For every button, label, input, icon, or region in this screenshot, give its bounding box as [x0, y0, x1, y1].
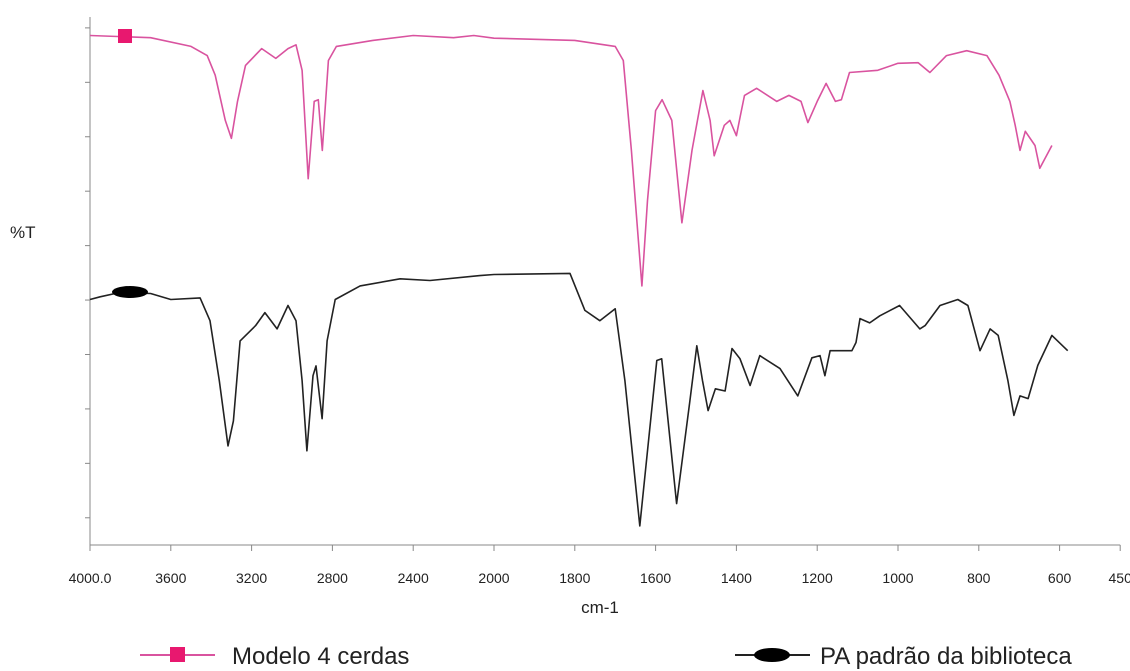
- x-axis-label: cm-1: [581, 598, 619, 617]
- x-tick-label: 1000: [882, 570, 913, 586]
- legend-marker: [754, 648, 790, 662]
- y-axis-label: %T: [10, 223, 36, 242]
- legend-marker: [170, 647, 185, 662]
- series-line: [89, 272, 1069, 527]
- x-tick-label: 2000: [478, 570, 509, 586]
- series-marker: [112, 286, 148, 298]
- series-line: [89, 34, 1053, 287]
- x-tick-label: 4000.0: [69, 570, 112, 586]
- x-tick-label: 2400: [398, 570, 429, 586]
- x-tick-label: 800: [967, 570, 991, 586]
- x-tick-label: 450: [1109, 570, 1130, 586]
- x-tick-label: 1600: [640, 570, 671, 586]
- legend: Modelo 4 cerdas PA padrão da biblioteca: [140, 643, 1072, 670]
- series-marker: [118, 29, 132, 43]
- x-tick-label: 600: [1048, 570, 1072, 586]
- x-tick-label: 2800: [317, 570, 348, 586]
- legend-label: PA padrão da biblioteca: [820, 643, 1072, 670]
- legend-label: Modelo 4 cerdas: [232, 643, 409, 670]
- x-tick-label: 1200: [802, 570, 833, 586]
- x-tick-label: 1800: [559, 570, 590, 586]
- x-tick-label: 3600: [155, 570, 186, 586]
- x-tick-label: 3200: [236, 570, 267, 586]
- x-tick-label: 1400: [721, 570, 752, 586]
